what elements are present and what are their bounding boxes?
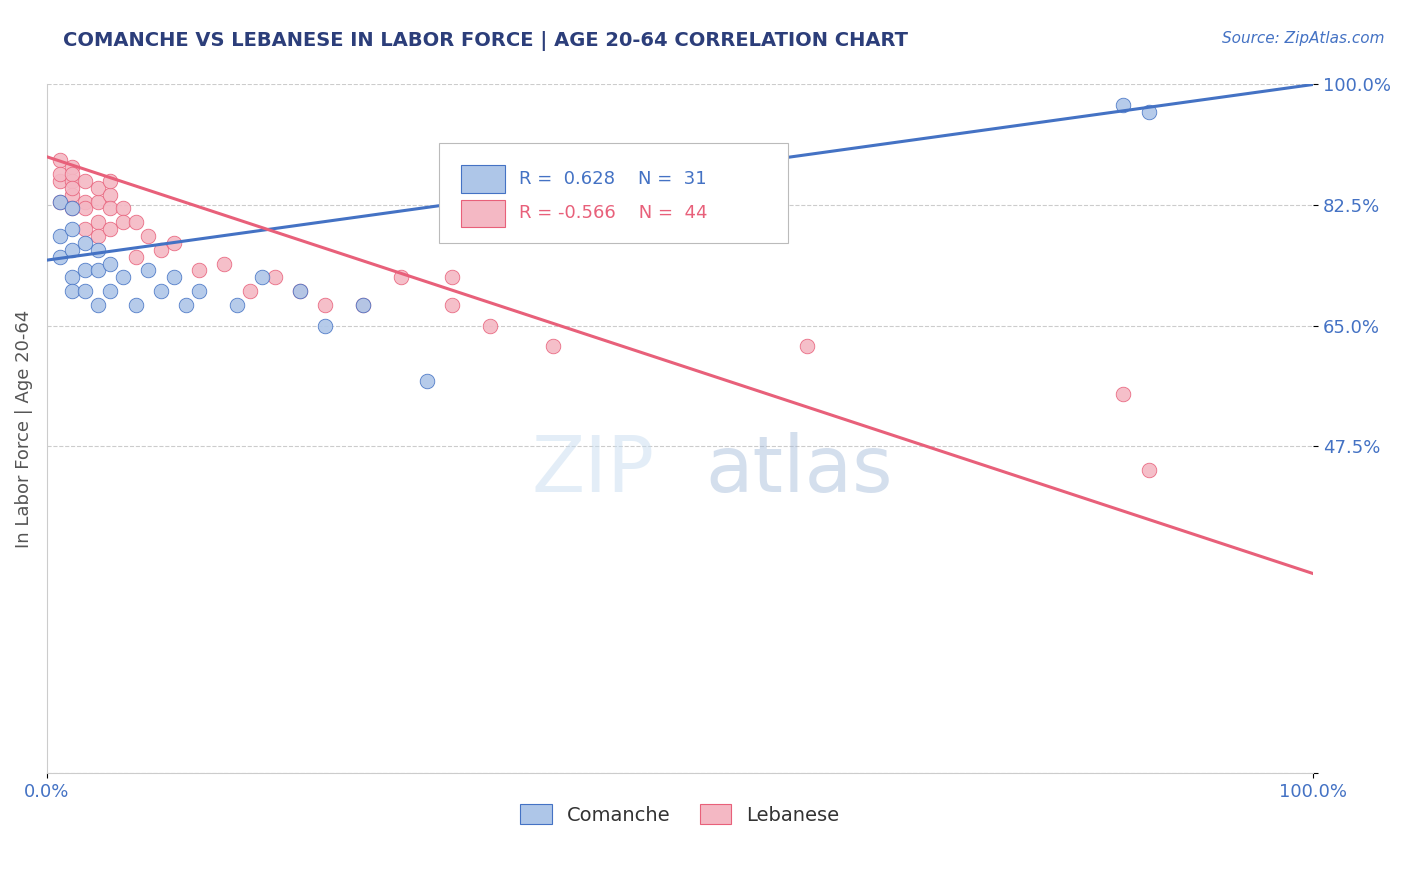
Point xyxy=(98,256,121,270)
Point xyxy=(86,298,108,312)
Point xyxy=(60,284,83,298)
Point xyxy=(149,243,172,257)
Point xyxy=(441,298,464,312)
Bar xyxy=(461,165,505,193)
Point xyxy=(60,270,83,285)
Point xyxy=(60,222,83,236)
Point xyxy=(60,187,83,202)
Point xyxy=(60,174,83,188)
Text: ZIP: ZIP xyxy=(531,433,655,508)
Point xyxy=(1137,463,1160,477)
Point xyxy=(86,194,108,209)
Point xyxy=(86,215,108,229)
Point xyxy=(124,215,146,229)
Text: R =  0.628    N =  31: R = 0.628 N = 31 xyxy=(519,169,707,188)
Point xyxy=(86,243,108,257)
Point xyxy=(136,229,159,244)
Point xyxy=(73,263,96,277)
Text: atlas: atlas xyxy=(706,433,893,508)
Point xyxy=(48,229,70,244)
Point xyxy=(479,318,502,333)
Point xyxy=(212,256,235,270)
Point xyxy=(250,270,273,285)
Point xyxy=(86,181,108,195)
Text: Source: ZipAtlas.com: Source: ZipAtlas.com xyxy=(1222,31,1385,46)
Point xyxy=(48,174,70,188)
Point xyxy=(86,263,108,277)
Point xyxy=(73,202,96,216)
Point xyxy=(1137,105,1160,120)
Point xyxy=(60,243,83,257)
Point xyxy=(315,318,337,333)
Point xyxy=(174,298,197,312)
Point xyxy=(48,194,70,209)
Text: R = -0.566    N =  44: R = -0.566 N = 44 xyxy=(519,204,707,222)
Point xyxy=(796,339,818,353)
Point xyxy=(441,270,464,285)
Point xyxy=(162,235,184,250)
Point xyxy=(98,222,121,236)
Bar xyxy=(461,200,505,227)
Point xyxy=(225,298,247,312)
Point xyxy=(73,174,96,188)
Point xyxy=(136,263,159,277)
Point xyxy=(73,194,96,209)
Point xyxy=(48,250,70,264)
Point xyxy=(543,339,565,353)
Point xyxy=(111,215,134,229)
Point xyxy=(353,298,375,312)
Point xyxy=(48,194,70,209)
Text: COMANCHE VS LEBANESE IN LABOR FORCE | AGE 20-64 CORRELATION CHART: COMANCHE VS LEBANESE IN LABOR FORCE | AG… xyxy=(63,31,908,51)
Point xyxy=(416,374,439,388)
Point xyxy=(111,270,134,285)
Point xyxy=(48,153,70,168)
Point xyxy=(48,167,70,181)
Y-axis label: In Labor Force | Age 20-64: In Labor Force | Age 20-64 xyxy=(15,310,32,548)
Point xyxy=(98,202,121,216)
Point xyxy=(111,202,134,216)
Legend: Comanche, Lebanese: Comanche, Lebanese xyxy=(513,797,848,832)
Point xyxy=(60,202,83,216)
Point xyxy=(238,284,260,298)
Point xyxy=(187,263,209,277)
Point xyxy=(288,284,311,298)
FancyBboxPatch shape xyxy=(440,143,787,243)
Point xyxy=(315,298,337,312)
Point xyxy=(263,270,285,285)
Point xyxy=(86,229,108,244)
Point xyxy=(73,235,96,250)
Point xyxy=(162,270,184,285)
Point xyxy=(391,270,413,285)
Point xyxy=(124,250,146,264)
Point xyxy=(73,222,96,236)
Point xyxy=(60,202,83,216)
Point xyxy=(60,181,83,195)
Point xyxy=(1112,98,1135,112)
Point xyxy=(98,174,121,188)
Point xyxy=(353,298,375,312)
Point xyxy=(1112,387,1135,401)
Point xyxy=(288,284,311,298)
Point xyxy=(98,187,121,202)
Point xyxy=(73,284,96,298)
Point xyxy=(124,298,146,312)
Point xyxy=(149,284,172,298)
Point xyxy=(60,167,83,181)
Point xyxy=(187,284,209,298)
Point xyxy=(98,284,121,298)
Point xyxy=(60,160,83,174)
